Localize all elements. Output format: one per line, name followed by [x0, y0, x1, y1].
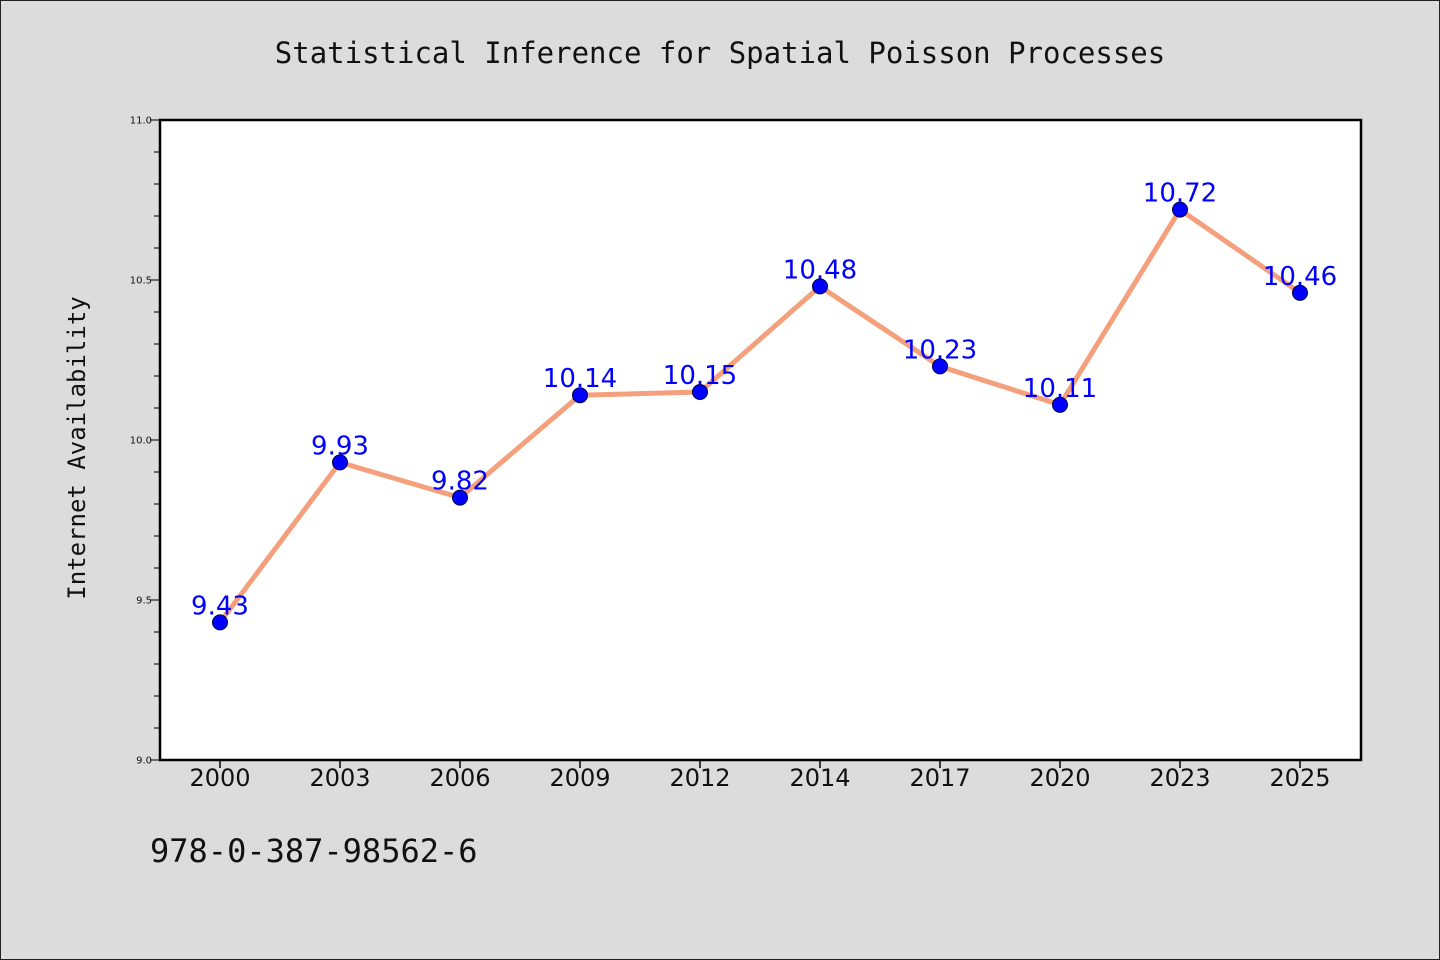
x-tick-label: 2017: [909, 764, 970, 792]
caption-isbn: 978-0-387-98562-6: [150, 832, 478, 870]
data-point: [1172, 201, 1188, 218]
data-label: 10.48: [783, 255, 857, 285]
x-tick-label: 2000: [189, 764, 250, 792]
y-tick-label: 11.0: [130, 116, 152, 127]
data-point: [212, 614, 228, 631]
x-tick-label: 2012: [669, 764, 730, 792]
data-point: [812, 278, 828, 295]
x-tick-label: 2009: [549, 764, 610, 792]
data-point: [932, 358, 948, 375]
data-label: 10.72: [1143, 179, 1217, 209]
data-label: 10.46: [1263, 262, 1337, 292]
x-tick-label: 2023: [1149, 764, 1210, 792]
x-tick-label: 2003: [309, 764, 370, 792]
x-tick-label: 2014: [789, 764, 850, 792]
y-tick-label: 9.0: [136, 756, 152, 767]
data-label: 10.15: [663, 361, 737, 391]
data-point: [692, 384, 708, 400]
data-point: [1292, 284, 1308, 301]
data-label: 9.93: [311, 431, 369, 461]
y-tick-label: 10.0: [130, 436, 152, 447]
data-point: [1052, 396, 1068, 413]
data-label: 9.82: [431, 467, 489, 497]
data-point: [452, 489, 468, 506]
data-point: [572, 387, 588, 404]
y-tick-label: 9.5: [136, 596, 152, 607]
chart-title: Statistical Inference for Spatial Poisso…: [275, 36, 1165, 70]
plot-area: [158, 118, 1363, 762]
x-tick-label: 2025: [1269, 764, 1330, 792]
x-tick-label: 2006: [429, 764, 490, 792]
data-label: 10.11: [1023, 374, 1097, 404]
axis-ticks: 9.0 9.5 10.0 10.5 11.0 2000 2003 2006 2009 2012 20…: [130, 116, 1331, 793]
data-point: [332, 454, 348, 471]
data-label: 10.23: [903, 335, 977, 365]
data-series: [212, 201, 1308, 631]
data-label: 9.43: [191, 591, 249, 621]
series-line: [217, 207, 1303, 625]
y-tick-label: 10.5: [130, 276, 152, 287]
data-labels: 9.43 9.93 9.82 10.14 10.15 10.48 10.23 10.11 10.…: [191, 179, 1337, 622]
data-label: 10.14: [543, 364, 617, 394]
y-axis-label: Internet Availability: [63, 296, 91, 599]
x-tick-label: 2020: [1029, 764, 1090, 792]
